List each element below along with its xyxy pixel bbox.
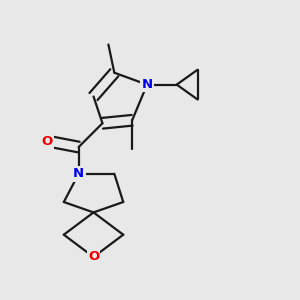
Text: N: N xyxy=(142,78,153,91)
Text: O: O xyxy=(42,135,53,148)
Text: O: O xyxy=(88,250,99,263)
Text: N: N xyxy=(73,167,84,180)
